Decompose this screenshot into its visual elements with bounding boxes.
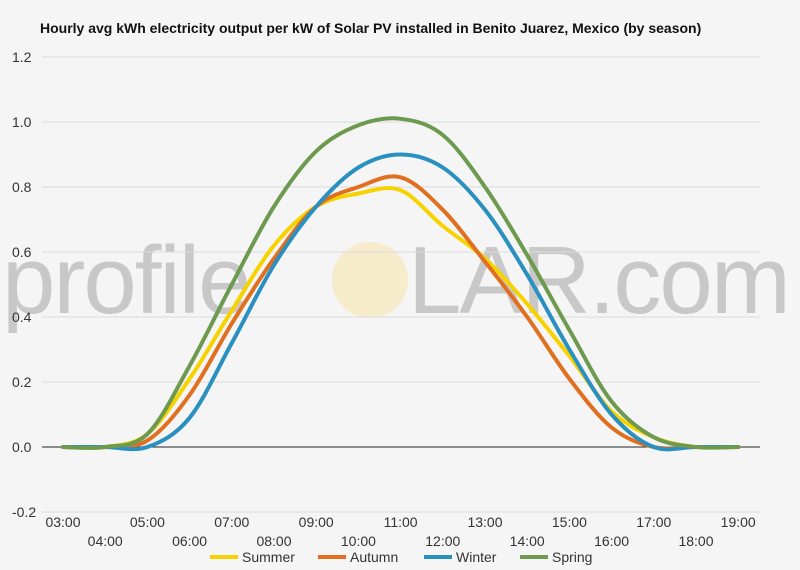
y-tick-label: 0.8 bbox=[12, 179, 32, 195]
legend-item-spring: Spring bbox=[520, 549, 592, 565]
x-tick-label: 16:00 bbox=[594, 533, 629, 549]
x-tick-label: 10:00 bbox=[341, 533, 376, 549]
watermark: profile LAR.com bbox=[2, 227, 791, 334]
y-tick-label: 0.0 bbox=[12, 439, 32, 455]
y-tick-label: 0.6 bbox=[12, 244, 32, 260]
x-tick-label: 17:00 bbox=[636, 514, 671, 530]
grid bbox=[42, 56, 760, 513]
x-tick-label: 06:00 bbox=[172, 533, 207, 549]
legend-label: Autumn bbox=[350, 549, 398, 565]
x-tick-label: 19:00 bbox=[721, 514, 756, 530]
y-tick-label: 0.2 bbox=[12, 374, 32, 390]
watermark-text-left: profile bbox=[2, 227, 249, 334]
legend-label: Spring bbox=[552, 549, 592, 565]
series-line-winter bbox=[61, 152, 741, 452]
x-tick-label: 12:00 bbox=[425, 533, 460, 549]
y-axis-ticks: -0.2 0.0 0.2 0.4 0.6 0.8 1.0 1.2 bbox=[12, 49, 36, 520]
legend-item-summer: Summer bbox=[210, 549, 295, 565]
x-tick-label: 13:00 bbox=[467, 514, 502, 530]
series-lines bbox=[61, 116, 741, 452]
series-line-autumn bbox=[61, 174, 741, 451]
y-tick-label: 0.4 bbox=[12, 309, 32, 325]
legend-label: Summer bbox=[242, 549, 295, 565]
x-tick-label: 11:00 bbox=[384, 514, 418, 530]
y-tick-label: 1.2 bbox=[12, 49, 32, 65]
x-tick-label: 14:00 bbox=[510, 533, 545, 549]
y-tick-label: 1.0 bbox=[12, 114, 32, 130]
series-line-summer bbox=[61, 186, 741, 450]
y-tick-label: -0.2 bbox=[12, 504, 36, 520]
x-tick-label: 18:00 bbox=[678, 533, 713, 549]
legend: Summer Autumn Winter Spring bbox=[210, 549, 592, 565]
legend-item-winter: Winter bbox=[424, 549, 497, 565]
x-tick-label: 15:00 bbox=[552, 514, 587, 530]
x-tick-label: 05:00 bbox=[130, 514, 165, 530]
x-tick-label: 03:00 bbox=[45, 514, 80, 530]
x-axis-ticks: 03:00 04:00 05:00 06:00 07:00 08:00 09:00 10:00… bbox=[45, 514, 755, 549]
legend-item-autumn: Autumn bbox=[318, 549, 398, 565]
x-tick-label: 07:00 bbox=[214, 514, 249, 530]
legend-label: Winter bbox=[456, 549, 497, 565]
x-tick-label: 04:00 bbox=[88, 533, 123, 549]
chart-title: Hourly avg kWh electricity output per kW… bbox=[40, 20, 701, 36]
series-line-spring bbox=[61, 116, 741, 450]
x-tick-label: 08:00 bbox=[256, 533, 291, 549]
x-tick-label: 09:00 bbox=[299, 514, 334, 530]
watermark-sun-icon bbox=[332, 242, 408, 318]
